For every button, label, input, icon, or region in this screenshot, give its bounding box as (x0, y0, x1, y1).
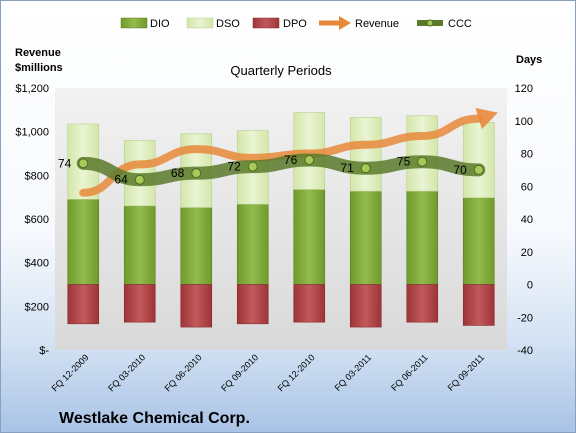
bar-dpo (236, 284, 269, 325)
ccc-marker (417, 156, 428, 167)
bar-dio (293, 189, 326, 285)
revenue-line (79, 114, 483, 197)
right-tick-label: 40 (521, 214, 533, 226)
x-tick-label: FQ 12-2010 (276, 352, 317, 393)
left-axis-title-line2: $millions (15, 62, 63, 74)
legend-marker-ccc (426, 19, 434, 27)
bar-dio (123, 205, 156, 285)
legend-swatch-dso (186, 17, 214, 29)
plot-area (55, 88, 507, 350)
ccc-data-label: 76 (284, 153, 298, 167)
left-tick-label: $400 (25, 258, 49, 270)
ccc-data-label: 68 (171, 166, 185, 180)
bar-dio (462, 197, 495, 285)
right-tick-label: 60 (521, 181, 533, 193)
ccc-data-label: 70 (453, 163, 467, 177)
legend-item-dio: DIO (120, 17, 170, 30)
left-tick-label: $200 (25, 301, 49, 313)
ccc-marker (191, 168, 202, 179)
revenue-arrowhead (475, 108, 498, 130)
bar-dpo (293, 284, 326, 323)
legend-label-revenue: Revenue (355, 18, 399, 30)
ccc-data-label: 75 (397, 155, 411, 169)
bar-dio (67, 199, 100, 285)
ccc-marker (473, 164, 484, 175)
legend-label-dpo: DPO (283, 18, 307, 30)
legend-item-dpo: DPO (252, 17, 307, 30)
x-tick-label: FQ 06-2011 (389, 352, 430, 393)
right-tick-label: 100 (515, 116, 533, 128)
bar-dio (180, 207, 213, 285)
right-axis-title: Days (516, 54, 542, 66)
left-axis-title-line1: Revenue (15, 47, 61, 59)
legend-label-dio: DIO (150, 18, 170, 30)
ccc-marker (247, 161, 258, 172)
left-tick-label: $1,000 (15, 127, 49, 139)
x-tick-label: FQ 03-2011 (333, 352, 374, 393)
ccc-data-label: 72 (227, 160, 241, 174)
left-tick-label: $800 (25, 170, 49, 182)
legend-item-ccc: CCC (417, 18, 472, 30)
bar-dpo (349, 284, 382, 328)
legend-arrow-revenue (339, 16, 351, 30)
legend-label-dso: DSO (216, 18, 240, 30)
bar-dpo (180, 284, 213, 328)
legend-item-dso: DSO (186, 17, 240, 30)
right-tick-label: 20 (521, 247, 533, 259)
x-tick-label: FQ 09-2011 (446, 352, 487, 393)
ccc-marker (78, 158, 89, 169)
ccc-data-label: 74 (58, 156, 72, 170)
right-tick-label: 120 (515, 83, 533, 95)
left-tick-label: $- (39, 345, 49, 357)
bar-dso (406, 115, 439, 192)
bar-dio (349, 190, 382, 285)
ccc-data-label: 71 (340, 161, 354, 175)
ccc-marker (360, 163, 371, 174)
right-tick-label: 0 (527, 280, 533, 292)
legend: DIO DSO DPO Revenue CCC (120, 16, 472, 30)
x-tick-label: FQ 03-2010 (106, 352, 147, 393)
ccc-marker (134, 174, 145, 185)
right-tick-label: 80 (521, 149, 533, 161)
right-tick-label: -40 (517, 345, 533, 357)
bar-dso (349, 117, 382, 192)
bar-dpo (67, 284, 100, 325)
legend-swatch-dio (120, 17, 148, 29)
bar-dio (236, 203, 269, 285)
legend-item-revenue: Revenue (319, 16, 399, 30)
x-tick-label: FQ 12-2009 (50, 352, 91, 393)
ccc-data-label: 64 (114, 173, 128, 187)
company-name: Westlake Chemical Corp. (59, 410, 250, 427)
left-tick-label: $600 (25, 214, 49, 226)
legend-label-ccc: CCC (448, 18, 472, 30)
right-tick-label: -20 (517, 312, 533, 324)
bar-dio (406, 190, 439, 285)
chart-title: Quarterly Periods (230, 63, 332, 78)
ccc-marker (304, 155, 315, 166)
bar-dpo (123, 284, 156, 323)
left-tick-label: $1,200 (15, 83, 49, 95)
bar-dpo (406, 284, 439, 323)
x-tick-label: FQ 09-2010 (219, 352, 260, 393)
legend-swatch-dpo (252, 17, 280, 29)
bar-dso (462, 122, 495, 199)
bar-dpo (462, 284, 495, 326)
x-tick-label: FQ 06-2010 (163, 352, 204, 393)
